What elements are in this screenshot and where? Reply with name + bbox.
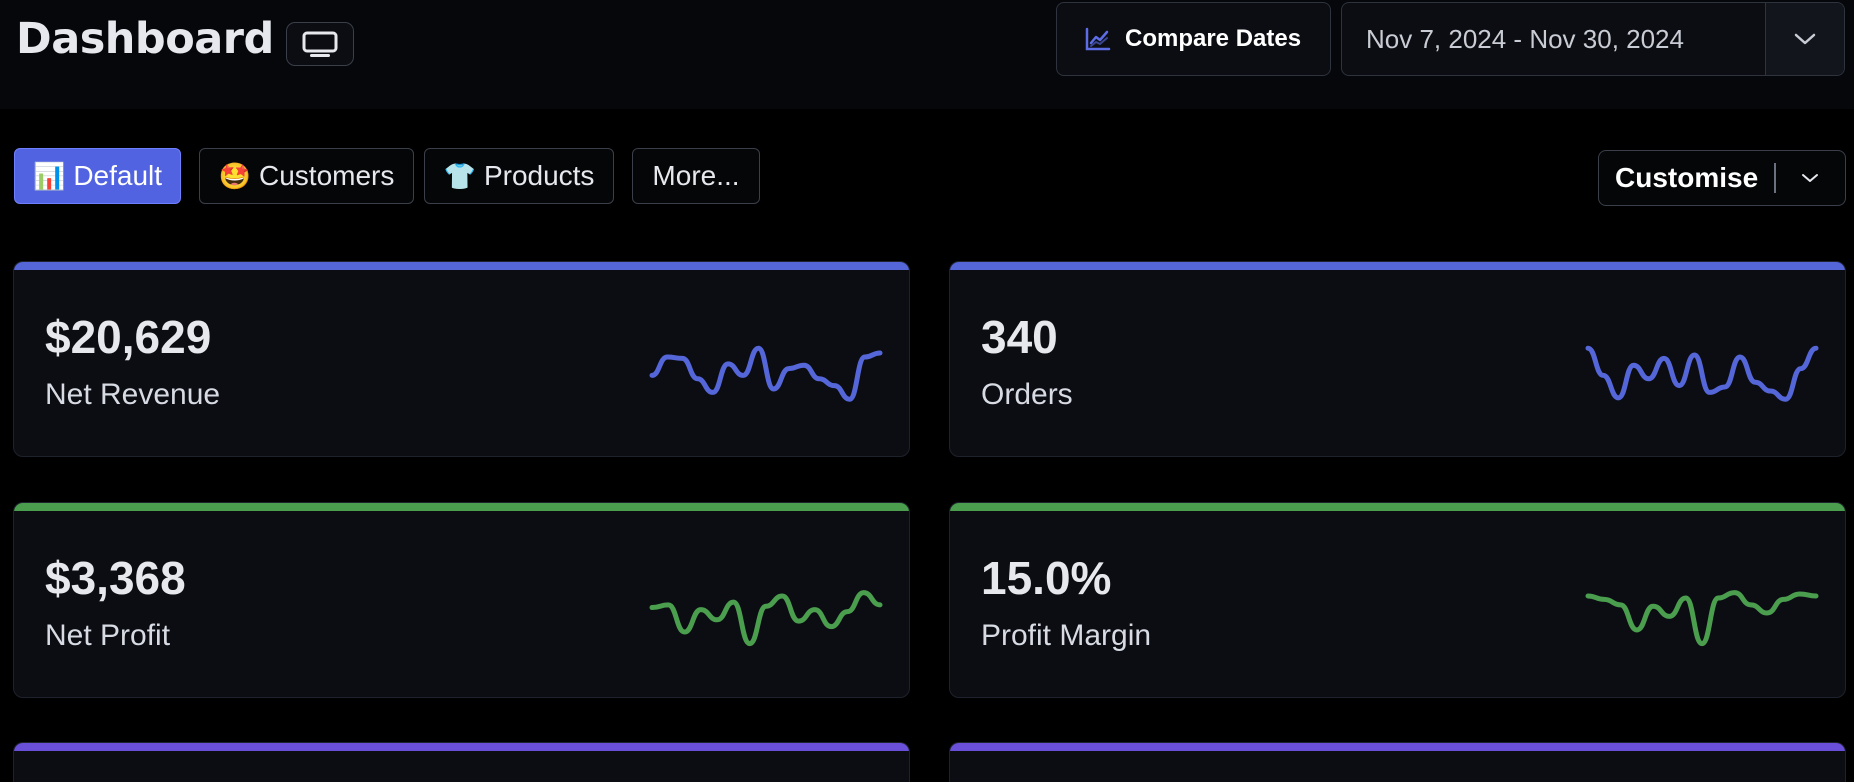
header-bar: Dashboard Compare Dates Nov 7, 2024 - No… xyxy=(0,0,1854,109)
star-struck-icon: 🤩 xyxy=(218,160,251,191)
device-toggle-button[interactable] xyxy=(286,22,354,66)
card-accent-bar xyxy=(950,503,1845,511)
date-range-value: Nov 7, 2024 - Nov 30, 2024 xyxy=(1366,23,1684,54)
chevron-down-icon xyxy=(1802,174,1819,182)
page-title: Dashboard xyxy=(16,14,274,64)
metric-label: Net Revenue xyxy=(45,378,221,411)
tab-label: More... xyxy=(652,160,740,191)
metric-label: Net Profit xyxy=(45,619,171,652)
monitor-icon xyxy=(302,31,338,57)
tab-label: Products xyxy=(483,160,595,191)
metric-value: 340 xyxy=(981,311,1058,363)
metric-card-net-revenue[interactable]: $20,629 Net Revenue xyxy=(13,261,910,457)
sparkline xyxy=(649,345,883,402)
tab-default[interactable]: 📊 Default xyxy=(14,148,181,204)
card-accent-bar xyxy=(950,262,1845,270)
tab-label: Customers xyxy=(259,160,395,191)
customise-button[interactable]: Customise xyxy=(1598,150,1846,206)
metric-value: $20,629 xyxy=(45,311,212,363)
date-range-dropdown-button[interactable] xyxy=(1765,3,1844,75)
metric-label: Profit Margin xyxy=(981,619,1152,652)
sparkline-path xyxy=(1585,345,1819,402)
sparkline xyxy=(1585,590,1819,647)
compare-dates-label: Compare Dates xyxy=(1125,25,1302,52)
tab-label: Default xyxy=(73,160,163,191)
metric-label: Orders xyxy=(981,378,1073,411)
chevron-down-icon xyxy=(1794,33,1816,45)
metric-value: $3,368 xyxy=(45,552,186,604)
metric-card-partial[interactable] xyxy=(13,742,910,782)
metric-card-profit-margin[interactable]: 15.0% Profit Margin xyxy=(949,502,1846,698)
card-accent-bar xyxy=(14,503,909,511)
date-range-select[interactable]: Nov 7, 2024 - Nov 30, 2024 xyxy=(1341,2,1845,76)
compare-dates-button[interactable]: Compare Dates xyxy=(1056,2,1331,76)
sparkline-path xyxy=(649,345,883,402)
sparkline-path xyxy=(649,590,883,647)
sparkline-path xyxy=(1585,590,1819,647)
metric-value: 15.0% xyxy=(981,552,1112,604)
shirt-icon: 👕 xyxy=(443,160,476,191)
metric-card-orders[interactable]: 340 Orders xyxy=(949,261,1846,457)
sparkline xyxy=(649,590,883,647)
card-accent-bar xyxy=(14,262,909,270)
card-accent-bar xyxy=(950,743,1845,751)
metric-card-net-profit[interactable]: $3,368 Net Profit xyxy=(13,502,910,698)
chart-line-icon xyxy=(1085,27,1111,51)
customise-divider xyxy=(1774,163,1776,193)
tab-customers[interactable]: 🤩 Customers xyxy=(199,148,414,204)
customise-dropdown[interactable] xyxy=(1776,172,1845,184)
card-accent-bar xyxy=(14,743,909,751)
metric-card-partial[interactable] xyxy=(949,742,1846,782)
customise-label: Customise xyxy=(1615,162,1759,193)
sparkline xyxy=(1585,345,1819,402)
tab-products[interactable]: 👕 Products xyxy=(424,148,614,204)
bar-chart-icon: 📊 xyxy=(32,160,66,191)
tab-more[interactable]: More... xyxy=(632,148,760,204)
